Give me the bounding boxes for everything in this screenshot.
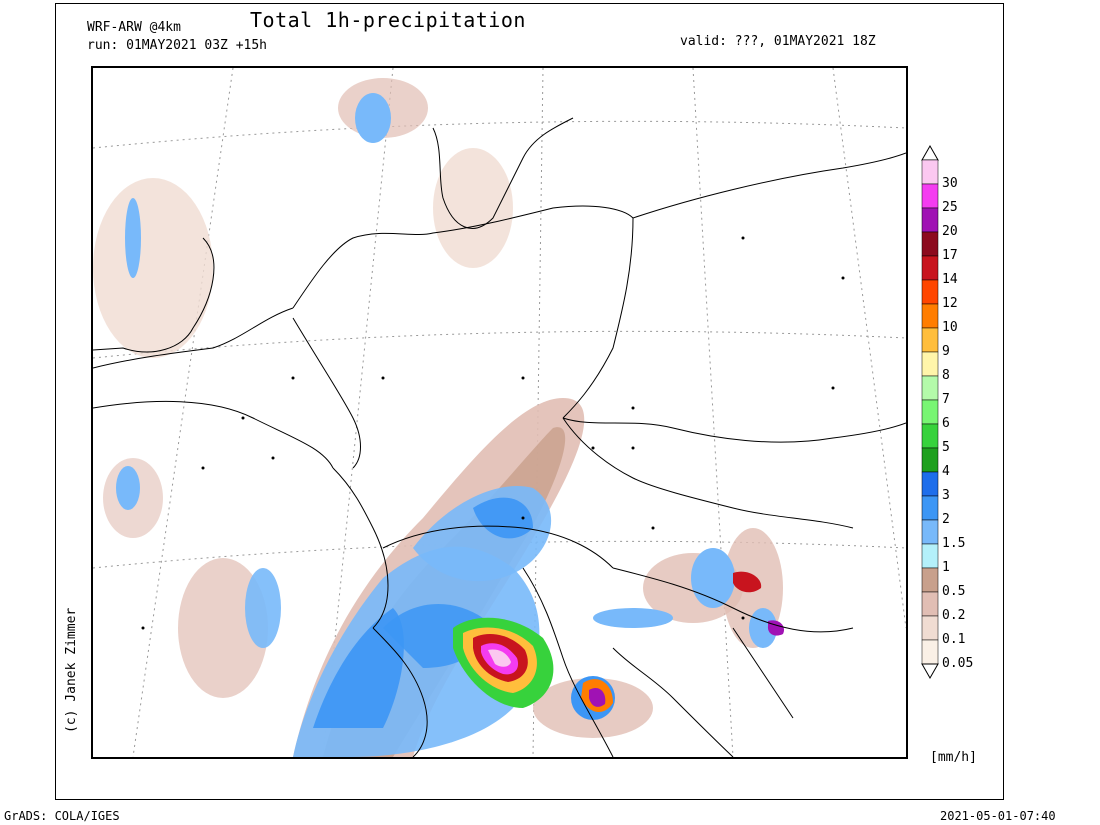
precipitation-map (91, 66, 908, 759)
legend-swatch (921, 399, 939, 425)
legend-label: 8 (942, 368, 950, 383)
legend-swatch (921, 279, 939, 305)
valid-label: valid: ???, 01MAY2021 18Z (680, 34, 876, 49)
legend-label: 14 (942, 272, 958, 287)
legend-label: 4 (942, 464, 950, 479)
legend-swatch (921, 519, 939, 545)
credit-label: (c) Janek Zimmer (64, 607, 79, 733)
legend-label: 0.5 (942, 584, 966, 599)
legend-label: 17 (942, 248, 958, 263)
legend-swatch (921, 639, 939, 665)
legend-swatch (921, 471, 939, 497)
legend-swatch (921, 231, 939, 257)
legend-label: 1.5 (942, 536, 966, 551)
legend-label: 6 (942, 416, 950, 431)
run-label: run: 01MAY2021 03Z +15h (87, 38, 268, 53)
precip-heavy-core (453, 571, 785, 713)
legend-label: 7 (942, 392, 950, 407)
legend-swatch (921, 159, 939, 185)
map-canvas (93, 68, 906, 757)
legend-label: 2 (942, 512, 950, 527)
legend-top-arrow (921, 144, 939, 161)
legend-label: 30 (942, 176, 958, 191)
legend-label: 3 (942, 488, 950, 503)
legend-label: 0.05 (942, 656, 974, 671)
legend-label: 25 (942, 200, 958, 215)
boundaries (93, 117, 906, 757)
legend-swatch (921, 351, 939, 377)
legend-label: 9 (942, 344, 950, 359)
legend-swatch (921, 327, 939, 353)
legend-label: 10 (942, 320, 958, 335)
plot-frame (55, 3, 1004, 800)
legend-bar (921, 144, 939, 680)
legend-swatch (921, 543, 939, 569)
legend-bottom-arrow (921, 663, 939, 680)
legend-swatch (921, 255, 939, 281)
map-title: Total 1h-precipitation (250, 8, 526, 32)
legend-label: 20 (942, 224, 958, 239)
legend-label: 0.2 (942, 608, 966, 623)
legend-swatch (921, 615, 939, 641)
legend-label: 0.1 (942, 632, 966, 647)
legend-swatch (921, 375, 939, 401)
legend-swatch (921, 447, 939, 473)
legend-swatch (921, 303, 939, 329)
legend-swatch (921, 495, 939, 521)
city-markers (141, 236, 845, 630)
legend-label: 5 (942, 440, 950, 455)
legend-swatch (921, 591, 939, 617)
legend-swatch (921, 183, 939, 209)
legend-swatch (921, 567, 939, 593)
legend-label: 1 (942, 560, 950, 575)
footer-left: GrADS: COLA/IGES (4, 809, 120, 823)
legend-swatch (921, 207, 939, 233)
footer-right: 2021-05-01-07:40 (940, 809, 1056, 823)
legend-label: 12 (942, 296, 958, 311)
legend-unit: [mm/h] (930, 750, 977, 765)
model-label: WRF-ARW @4km (87, 20, 181, 35)
color-legend: 30 25 20 17 14 12 10 9 8 7 6 5 4 3 2 1.5 1 0.5 0.2 0.1 0.05 (920, 140, 1000, 680)
legend-swatch (921, 423, 939, 449)
